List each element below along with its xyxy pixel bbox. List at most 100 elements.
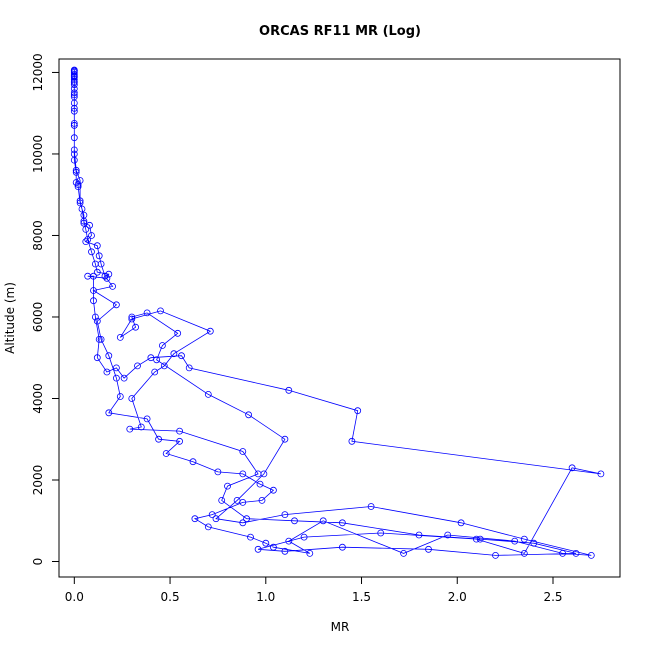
- data-point: [239, 519, 247, 527]
- data-point: [90, 297, 97, 305]
- data-point: [70, 107, 78, 115]
- x-tick-label: 0.5: [161, 590, 180, 604]
- data-point: [285, 537, 293, 545]
- x-tick-label: 1.0: [256, 590, 275, 604]
- data-point: [367, 503, 375, 510]
- data-point: [105, 270, 113, 278]
- data-point: [204, 523, 212, 531]
- data-point: [134, 362, 141, 370]
- x-axis-label: MR: [331, 620, 350, 634]
- data-point: [218, 496, 226, 504]
- data-point: [256, 480, 264, 488]
- data-point: [158, 342, 166, 349]
- data-point: [233, 496, 241, 504]
- chart-title: ORCAS RF11 MR (Log): [259, 24, 421, 39]
- data-point: [120, 374, 128, 382]
- y-tick-label: 4000: [31, 383, 45, 414]
- data-point: [281, 435, 289, 443]
- data-point: [93, 317, 101, 325]
- x-tick-label: 2.0: [448, 590, 467, 604]
- data-point: [95, 335, 103, 343]
- data-point: [338, 543, 346, 551]
- data-point: [70, 146, 78, 154]
- data-point: [70, 99, 78, 107]
- data-point: [97, 335, 105, 343]
- data-point: [300, 533, 308, 541]
- data-point: [160, 362, 168, 370]
- data-point: [185, 364, 193, 372]
- data-point: [113, 364, 120, 372]
- data-point: [76, 197, 84, 205]
- y-tick-label: 12000: [31, 53, 45, 91]
- data-point: [70, 67, 78, 74]
- data-point: [70, 69, 78, 76]
- data-point: [472, 535, 480, 543]
- data-point: [559, 550, 566, 557]
- data-point: [425, 545, 432, 553]
- data-point: [70, 104, 78, 112]
- data-point: [572, 550, 580, 557]
- data-point: [492, 552, 499, 559]
- data-point: [70, 134, 78, 142]
- data-point: [70, 81, 78, 89]
- data-point: [176, 437, 184, 445]
- y-tick-label: 8000: [31, 220, 45, 251]
- data-point: [132, 323, 140, 331]
- data-point: [74, 183, 82, 191]
- data-point: [88, 248, 95, 256]
- data-point: [285, 386, 293, 394]
- data-point: [76, 177, 84, 184]
- data-point: [348, 437, 356, 445]
- data-point: [128, 395, 136, 402]
- data-point: [70, 76, 78, 83]
- data-point: [254, 470, 262, 478]
- data-point: [70, 120, 78, 127]
- data-point: [113, 301, 120, 309]
- data-point: [92, 313, 99, 321]
- series-line: [73, 70, 601, 556]
- data-point: [147, 354, 155, 362]
- data-point: [247, 533, 254, 541]
- y-tick-label: 6000: [31, 302, 45, 333]
- data-point: [151, 368, 159, 376]
- data-point: [70, 122, 78, 129]
- data-point: [143, 415, 151, 423]
- data-point: [116, 393, 124, 400]
- data-point: [239, 470, 247, 478]
- data-point: [86, 221, 93, 229]
- data-point: [400, 550, 408, 557]
- data-point: [70, 156, 78, 164]
- x-axis: 0.0 0.5 1.0 1.5 2.0 2.5: [65, 576, 563, 604]
- data-point: [170, 350, 178, 358]
- data-point: [520, 550, 528, 557]
- data-point: [254, 545, 262, 553]
- data-point: [128, 313, 136, 321]
- data-point: [101, 272, 109, 280]
- data-point: [105, 352, 113, 360]
- x-tick-label: 2.5: [543, 590, 562, 604]
- data-point: [72, 168, 80, 176]
- data-point: [174, 329, 182, 337]
- data-point: [105, 409, 113, 417]
- data-point: [178, 352, 185, 360]
- data-point: [191, 515, 199, 523]
- data-point: [568, 464, 576, 472]
- data-point: [587, 552, 595, 559]
- x-tick-label: 1.5: [352, 590, 371, 604]
- data-point: [281, 511, 289, 518]
- data-point: [520, 535, 528, 543]
- data-point: [269, 486, 277, 494]
- data-point: [176, 427, 184, 435]
- data-point: [88, 232, 95, 239]
- y-axis-label: Altitude (m): [3, 282, 17, 354]
- data-point: [415, 531, 423, 539]
- data-point: [82, 225, 90, 233]
- y-tick-label: 10000: [31, 135, 45, 173]
- data-point: [258, 496, 266, 504]
- data-point: [78, 205, 86, 213]
- data-point: [338, 519, 346, 527]
- data-point: [80, 219, 88, 227]
- data-point: [72, 179, 80, 186]
